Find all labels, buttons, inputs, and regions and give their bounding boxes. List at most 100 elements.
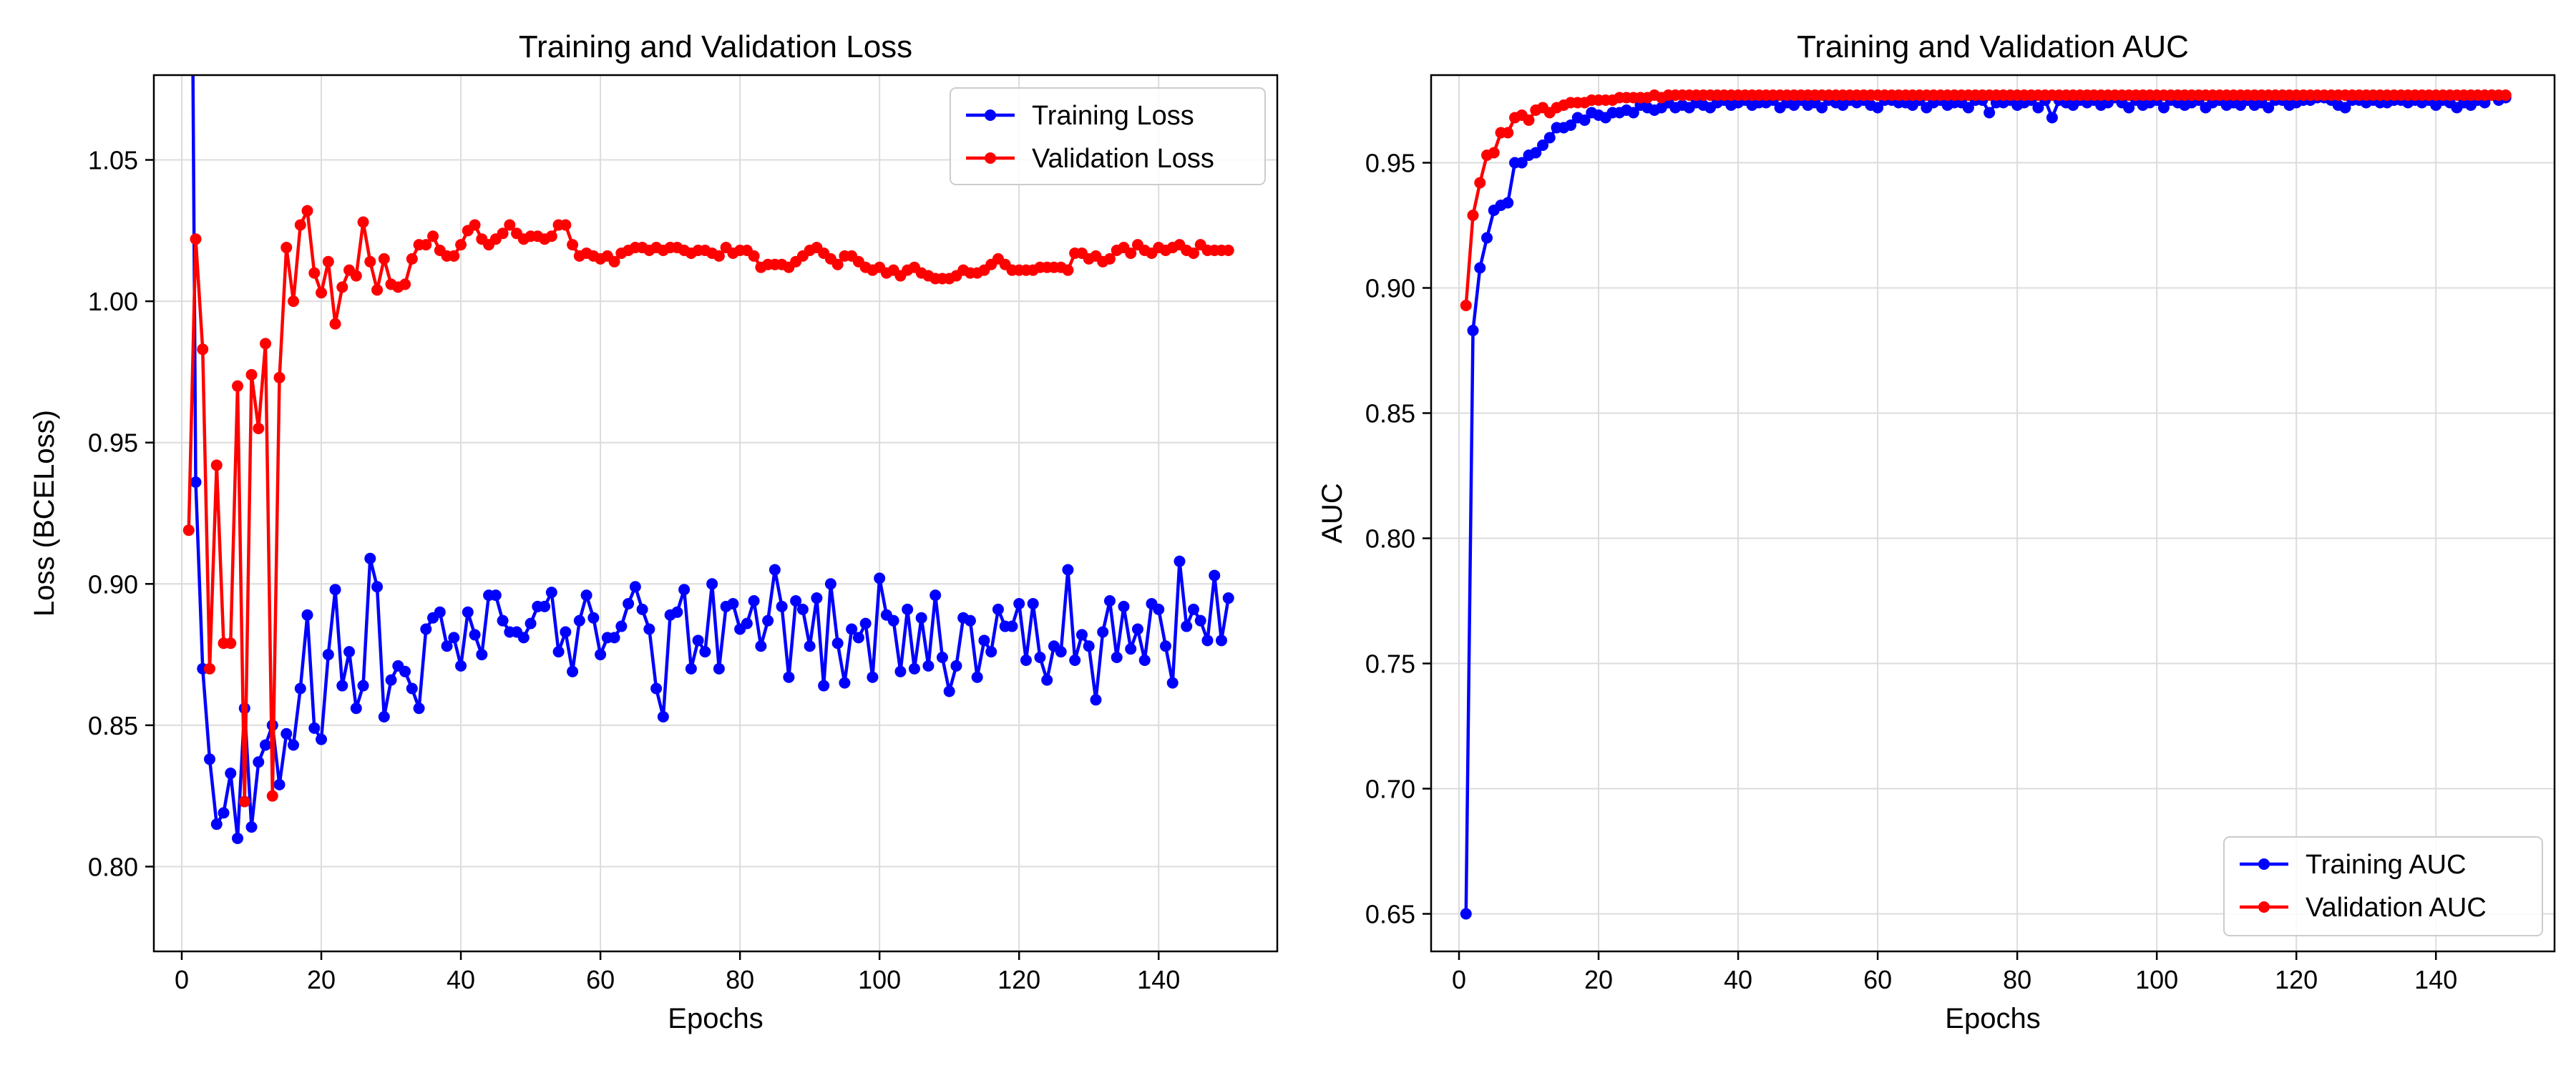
training-loss-point — [818, 680, 830, 692]
training-loss-point — [706, 578, 718, 590]
validation-loss-point — [301, 205, 313, 217]
y-tick-label: 0.90 — [88, 569, 138, 599]
x-tick-label: 120 — [997, 965, 1040, 994]
training-loss-point — [671, 606, 683, 618]
y-axis-label: AUC — [1317, 483, 1348, 543]
training-loss-point — [1097, 626, 1109, 638]
training-loss-point — [859, 617, 872, 629]
validation-loss-point — [232, 380, 244, 392]
training-loss-point — [1034, 652, 1046, 664]
legend-label-validation-loss: Validation Loss — [1032, 144, 1214, 174]
training-loss-point — [476, 649, 488, 661]
training-loss-point — [308, 722, 321, 734]
training-loss-point — [978, 635, 990, 647]
y-tick-label: 1.05 — [88, 146, 138, 175]
y-tick-label: 0.70 — [1365, 775, 1415, 804]
training-auc-point — [1502, 197, 1514, 209]
training-loss-point — [824, 578, 836, 590]
x-tick-label: 0 — [175, 965, 189, 994]
training-loss-point — [908, 662, 920, 675]
training-loss-point — [545, 587, 557, 599]
validation-loss-point — [378, 253, 390, 265]
training-loss-point — [811, 592, 823, 604]
training-loss-point — [539, 600, 551, 612]
training-loss-point — [385, 674, 397, 686]
x-axis-label: Epochs — [668, 1003, 763, 1034]
training-auc-point — [1481, 232, 1493, 244]
training-loss-point — [1020, 654, 1032, 666]
legend: Training Loss Validation Loss — [950, 87, 1266, 185]
legend-marker-training-loss — [985, 109, 996, 121]
training-loss-point — [692, 635, 704, 647]
x-tick-label: 80 — [726, 965, 754, 994]
x-tick-label: 120 — [2275, 965, 2318, 994]
validation-loss-point — [567, 239, 579, 251]
training-loss-point — [1209, 569, 1221, 582]
training-loss-point — [210, 818, 223, 831]
training-loss-point — [517, 632, 530, 644]
axes-frame — [152, 74, 1279, 953]
training-auc-point — [1565, 119, 1577, 131]
x-tick-label: 60 — [1863, 965, 1892, 994]
training-loss-point — [1138, 654, 1151, 666]
validation-loss-point — [288, 295, 300, 308]
validation-auc-point — [1460, 300, 1472, 311]
training-loss-point — [406, 682, 418, 695]
training-loss-point — [783, 671, 795, 683]
training-loss-point — [762, 614, 774, 627]
ticks: 0 20 40 60 80 100 120 140 0.65 0.70 0.75 0.80 0.85 0.… — [1365, 149, 2457, 995]
validation-loss-point — [329, 318, 341, 330]
validation-loss-point — [469, 219, 481, 231]
training-auc-point — [1516, 157, 1528, 169]
validation-loss-point — [748, 250, 760, 262]
ticks: 0 20 40 60 80 100 120 140 0.80 0.85 0.90 0.95 1.00 1.… — [88, 146, 1180, 994]
training-loss-point — [894, 665, 907, 677]
training-loss-point — [922, 660, 935, 672]
validation-auc-point — [1474, 177, 1486, 189]
y-tick-label: 0.85 — [1365, 399, 1415, 428]
x-tick-label: 140 — [2414, 965, 2457, 994]
training-loss-point — [573, 614, 585, 627]
validation-loss-point — [316, 287, 328, 299]
training-auc-point — [1530, 147, 1542, 159]
training-loss-point — [790, 595, 802, 607]
training-auc-point — [2046, 112, 2058, 124]
training-loss-point — [776, 600, 788, 612]
training-loss-point — [874, 572, 886, 584]
validation-loss-point — [294, 219, 306, 231]
training-loss-point — [1187, 603, 1199, 615]
y-tick-label: 0.95 — [1365, 149, 1415, 178]
training-loss-point — [232, 832, 244, 844]
auc-chart: 0 20 40 60 80 100 120 140 0.65 0.70 0.75 0.80 0.85 0.… — [1317, 29, 2556, 1034]
training-loss-point — [273, 778, 286, 790]
training-auc-point — [1460, 908, 1472, 920]
training-loss-point — [1027, 597, 1039, 609]
training-loss-point — [1159, 640, 1171, 652]
y-tick-label: 0.80 — [88, 852, 138, 881]
x-tick-label: 60 — [586, 965, 615, 994]
validation-loss-point — [253, 422, 265, 434]
training-loss-point — [260, 739, 272, 751]
validation-loss-point — [336, 281, 348, 293]
validation-loss-point — [831, 258, 844, 270]
legend-label-validation-auc: Validation AUC — [2306, 893, 2487, 923]
axes-frame — [1430, 74, 2556, 953]
training-loss-point — [846, 623, 858, 635]
legend-label-training-auc: Training AUC — [2306, 850, 2467, 880]
x-tick-label: 140 — [1137, 965, 1180, 994]
x-tick-label: 0 — [1452, 965, 1466, 994]
training-loss-point — [1153, 603, 1165, 615]
training-loss-point — [1111, 652, 1123, 664]
training-loss-point — [915, 612, 927, 624]
training-loss-point — [748, 595, 760, 607]
validation-loss-point — [455, 239, 467, 251]
training-auc-point — [2032, 102, 2044, 114]
plot-series — [182, 75, 1234, 844]
training-loss-point — [936, 652, 948, 664]
y-tick-label: 0.85 — [88, 711, 138, 740]
training-auc-point — [2157, 102, 2170, 114]
training-loss-point — [1181, 620, 1193, 632]
validation-loss-point — [273, 371, 286, 383]
training-loss-point — [245, 821, 258, 833]
